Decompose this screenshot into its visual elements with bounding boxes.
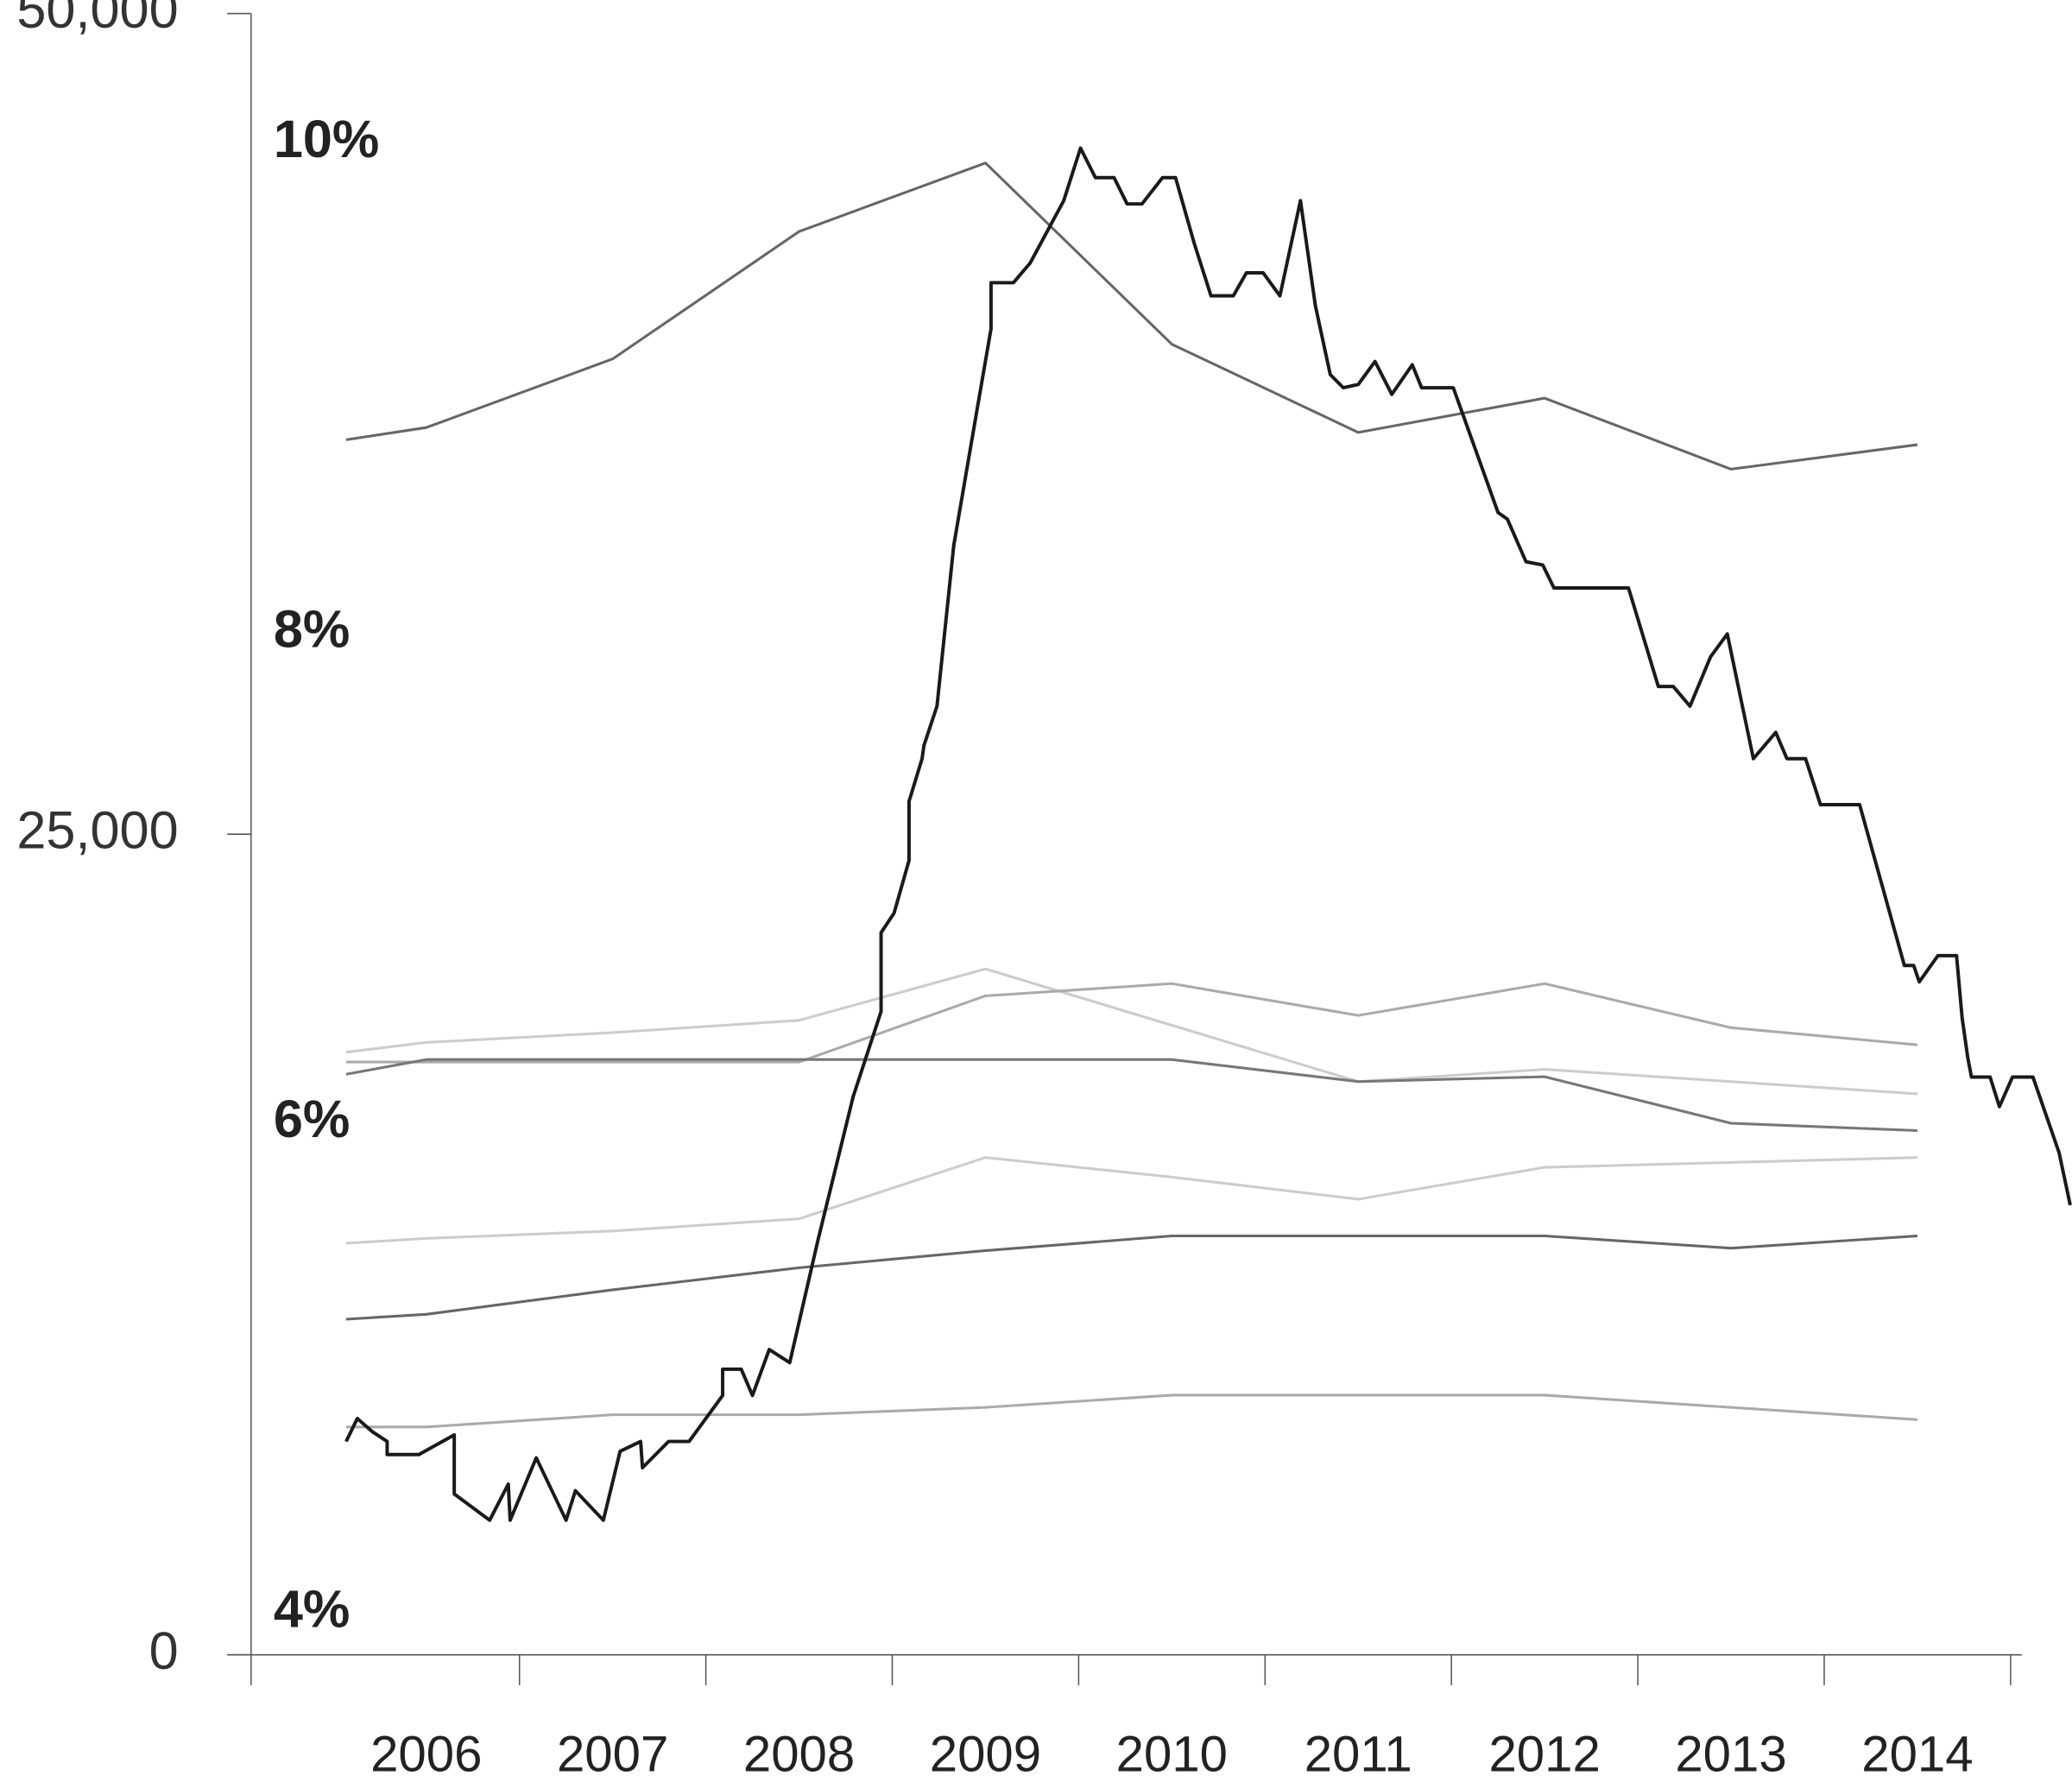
x-tick-label: 2013 [1675, 1726, 1786, 1782]
x-tick-label: 2008 [743, 1726, 855, 1782]
y2-tick-label: 8% [274, 600, 350, 659]
y-tick-label: 50,000 [16, 0, 178, 39]
x-tick-label: 2010 [1116, 1726, 1228, 1782]
x-tick-label: 2014 [1861, 1726, 1973, 1782]
x-tick-label: 2007 [557, 1726, 668, 1782]
line [345, 161, 1918, 471]
line [345, 982, 1918, 1064]
x-tick-label: 2011 [1304, 1726, 1412, 1782]
line [345, 1393, 1918, 1429]
line [345, 1058, 1917, 1133]
line [345, 1234, 1918, 1321]
y2-tick-label: 6% [274, 1090, 350, 1148]
x-tick-label: 2009 [930, 1726, 1041, 1782]
x-tick-label: 2012 [1488, 1726, 1600, 1782]
line [345, 967, 1918, 1096]
y-tick-label: 25,000 [16, 800, 178, 859]
y2-tick-label: 10% [274, 110, 380, 168]
x-tick-label: 2006 [370, 1726, 482, 1782]
line [345, 1156, 1917, 1245]
y-tick-label: 0 [149, 1621, 179, 1680]
line [344, 146, 2072, 1522]
y2-tick-label: 4% [274, 1580, 350, 1639]
